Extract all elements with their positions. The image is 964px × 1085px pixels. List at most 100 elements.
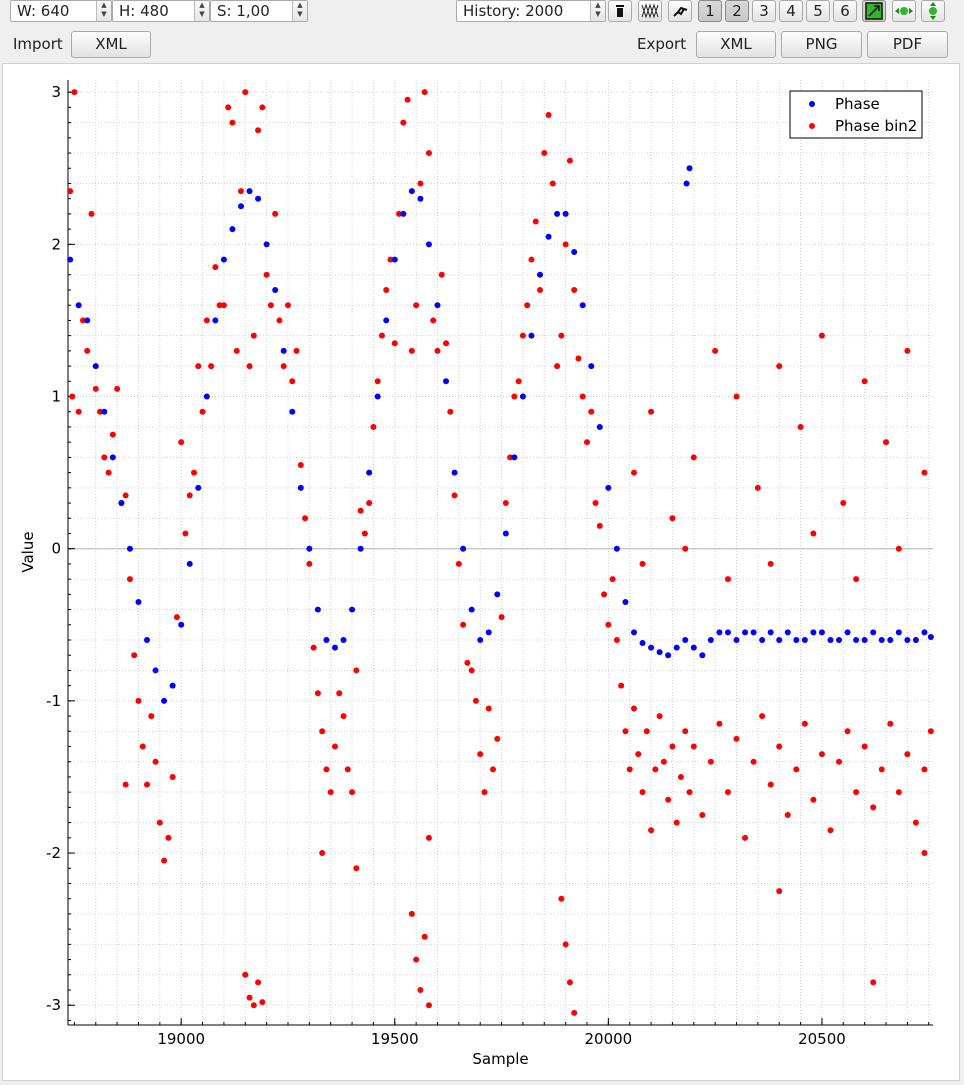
phase-bin2-point [455,560,462,567]
phase-point [212,317,219,324]
phase-point [904,637,911,643]
run-button[interactable] [668,0,692,22]
phase-bin2-point [528,256,535,263]
tab-3[interactable]: 3 [752,0,776,22]
phase-bin2-point [443,340,450,347]
phase-bin2-point [724,789,731,796]
phase-point [716,629,723,636]
phase-bin2-point [148,713,155,720]
y-tick-label: 1 [51,388,61,406]
phase-point [434,302,441,309]
tab-1[interactable]: 1 [698,0,722,22]
phase-bin2-point [417,987,424,993]
phase-bin2-point [173,614,180,621]
phase-point [686,165,693,172]
phase-bin2-point [460,621,467,628]
phase-bin2-point [374,378,381,385]
autoscale-button[interactable] [862,0,886,22]
phase-bin2-point [776,743,783,750]
legend-phase-bin2-label: Phase bin2 [835,117,917,135]
width-spinbox[interactable]: W: 640 ▲ ▼ [10,0,112,22]
phase-point [297,484,304,491]
phase-point [784,629,791,636]
phase-bin2-point [357,507,364,514]
history-spin-arrows-icon[interactable]: ▲ ▼ [590,1,605,21]
phase-bin2-point [541,150,548,157]
scale-spinbox[interactable]: S: 1,00 ▲ ▼ [210,0,308,22]
phase-point [443,378,450,385]
phase-bin2-point [537,287,544,293]
phase-bin2-point [122,492,129,499]
phase-bin2-point [109,431,116,438]
phase-point [742,629,749,636]
phase-point [178,621,185,628]
phase-bin2-point [447,408,454,415]
import-label: Import [13,35,63,53]
phase-point [161,697,168,704]
legend-phase-label: Phase [835,95,880,113]
phase-point [323,637,330,643]
phase-point [169,682,176,689]
phase-bin2-point [75,408,82,415]
phase-bin2-point [195,363,202,370]
phase-bin2-point [242,971,249,978]
tab-1-label: 1 [705,2,715,20]
y-tick-label: -1 [46,692,61,710]
phase-point [263,241,270,248]
y-axis-title: Value [19,531,37,572]
vertical-zoom-button[interactable] [921,0,945,22]
phase-bin2-point [630,705,637,712]
phase-point [596,423,603,430]
phase-bin2-point [152,758,159,765]
height-spin-arrows-icon[interactable]: ▲ ▼ [194,1,209,21]
tab-4[interactable]: 4 [779,0,803,22]
autoscale-icon [865,2,883,20]
tab-2[interactable]: 2 [725,0,749,22]
tab-4-label: 4 [786,2,796,20]
phase-bin2-point [69,393,76,400]
waveform-button[interactable] [638,0,662,22]
y-tick-label: 2 [51,235,61,253]
export-xml-button[interactable]: XML [696,31,776,58]
history-spinbox[interactable]: History: 2000 ▲ ▼ [456,0,606,22]
phase-bin2-point [618,682,625,689]
phase-bin2-point [707,758,714,765]
import-xml-button[interactable]: XML [71,31,151,58]
phase-bin2-point [306,560,313,567]
export-pdf-button[interactable]: PDF [867,31,948,58]
phase-bin2-point [558,895,565,902]
phase-bin2-point [242,89,249,96]
phase-bin2-point [425,834,432,841]
height-spinbox-text: H: 480 [119,2,169,20]
clear-button[interactable] [608,0,632,22]
tab-5-label: 5 [813,2,823,20]
x-tick-label: 20500 [798,1030,846,1048]
phase-bin2-point [605,621,612,628]
phase-bin2-point [126,576,133,583]
phase-bin2-point [562,241,569,248]
scale-spin-arrows-icon[interactable]: ▲ ▼ [292,1,307,21]
phase-point [682,637,689,643]
phase-bin2-point [554,363,561,370]
phase-bin2-point [408,910,415,917]
width-spin-arrows-icon[interactable]: ▲ ▼ [96,1,111,21]
tab-5[interactable]: 5 [806,0,830,22]
phase-point [203,393,210,400]
phase-bin2-point [336,690,343,697]
tab-6[interactable]: 6 [833,0,857,22]
phase-bin2-point [643,728,650,735]
export-png-button[interactable]: PNG [781,31,862,58]
phase-point [468,606,475,613]
phase-bin2-point [759,713,766,720]
phase-bin2-point [724,576,731,583]
phase-point [340,637,347,643]
phase-bin2-point [532,218,539,225]
history-spinbox-text: History: 2000 [463,2,564,20]
phase-bin2-point [575,355,582,362]
phase-bin2-point [558,332,565,339]
horizontal-zoom-button[interactable] [892,0,916,22]
height-spinbox[interactable]: H: 480 ▲ ▼ [112,0,210,22]
phase-bin2-point [921,850,928,857]
x-tick-label: 20000 [584,1030,632,1048]
